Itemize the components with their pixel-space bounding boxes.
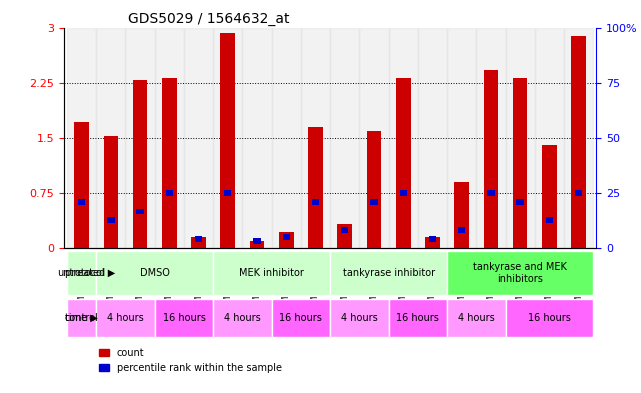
- FancyBboxPatch shape: [96, 299, 154, 337]
- Text: protocol ▶: protocol ▶: [65, 268, 115, 278]
- Bar: [337, 224, 352, 248]
- Text: 4 hours: 4 hours: [107, 313, 144, 323]
- Bar: [279, 232, 294, 248]
- Bar: [78, 199, 85, 205]
- Bar: [545, 217, 553, 223]
- Bar: [425, 237, 440, 248]
- FancyBboxPatch shape: [67, 251, 96, 295]
- Bar: [388, 28, 418, 248]
- Bar: [312, 199, 319, 205]
- Bar: [308, 127, 323, 248]
- Text: DMSO: DMSO: [140, 268, 170, 278]
- Bar: [564, 28, 593, 248]
- FancyBboxPatch shape: [330, 299, 388, 337]
- Text: untreated: untreated: [58, 268, 106, 278]
- Text: control: control: [65, 313, 99, 323]
- Bar: [517, 199, 524, 205]
- FancyBboxPatch shape: [447, 299, 506, 337]
- Bar: [162, 77, 177, 248]
- Text: tankyrase and MEK
inhibitors: tankyrase and MEK inhibitors: [473, 262, 567, 284]
- Bar: [513, 77, 528, 248]
- Text: MEK inhibitor: MEK inhibitor: [239, 268, 304, 278]
- FancyBboxPatch shape: [96, 251, 213, 295]
- Bar: [195, 236, 202, 242]
- Bar: [396, 77, 410, 248]
- FancyBboxPatch shape: [506, 299, 593, 337]
- Bar: [483, 70, 498, 248]
- Bar: [360, 28, 388, 248]
- FancyBboxPatch shape: [213, 251, 330, 295]
- Bar: [107, 217, 115, 223]
- Bar: [429, 236, 436, 242]
- Bar: [184, 28, 213, 248]
- FancyBboxPatch shape: [67, 299, 96, 337]
- Text: 16 hours: 16 hours: [163, 313, 205, 323]
- Bar: [301, 28, 330, 248]
- Bar: [104, 136, 118, 248]
- Bar: [250, 241, 264, 248]
- Bar: [447, 28, 476, 248]
- Bar: [367, 130, 381, 248]
- Bar: [487, 190, 495, 196]
- Bar: [454, 182, 469, 248]
- Legend: count, percentile rank within the sample: count, percentile rank within the sample: [96, 344, 286, 376]
- Bar: [458, 227, 465, 233]
- Bar: [542, 145, 556, 248]
- Text: time ▶: time ▶: [65, 313, 97, 323]
- Bar: [476, 28, 506, 248]
- Text: 16 hours: 16 hours: [396, 313, 439, 323]
- FancyBboxPatch shape: [213, 299, 272, 337]
- Bar: [571, 36, 586, 248]
- Bar: [67, 28, 96, 248]
- Text: 16 hours: 16 hours: [279, 313, 322, 323]
- Bar: [330, 28, 360, 248]
- Bar: [506, 28, 535, 248]
- Text: GDS5029 / 1564632_at: GDS5029 / 1564632_at: [128, 13, 290, 26]
- Bar: [283, 234, 290, 240]
- Bar: [96, 28, 126, 248]
- Bar: [133, 81, 147, 248]
- Bar: [74, 122, 89, 248]
- Bar: [154, 28, 184, 248]
- Text: tankyrase inhibitor: tankyrase inhibitor: [342, 268, 435, 278]
- Bar: [213, 28, 242, 248]
- Bar: [575, 190, 582, 196]
- Text: 4 hours: 4 hours: [341, 313, 378, 323]
- FancyBboxPatch shape: [447, 251, 593, 295]
- Bar: [126, 28, 154, 248]
- FancyBboxPatch shape: [330, 251, 447, 295]
- Bar: [242, 28, 272, 248]
- Bar: [399, 190, 407, 196]
- FancyBboxPatch shape: [154, 299, 213, 337]
- Bar: [191, 237, 206, 248]
- Bar: [221, 33, 235, 248]
- Text: 16 hours: 16 hours: [528, 313, 570, 323]
- Bar: [418, 28, 447, 248]
- FancyBboxPatch shape: [272, 299, 330, 337]
- Bar: [253, 238, 261, 244]
- Bar: [370, 199, 378, 205]
- FancyBboxPatch shape: [388, 299, 447, 337]
- Bar: [535, 28, 564, 248]
- Bar: [272, 28, 301, 248]
- Text: 4 hours: 4 hours: [224, 313, 261, 323]
- Bar: [137, 209, 144, 215]
- Bar: [341, 227, 349, 233]
- Bar: [224, 190, 231, 196]
- Bar: [165, 190, 173, 196]
- Text: 4 hours: 4 hours: [458, 313, 495, 323]
